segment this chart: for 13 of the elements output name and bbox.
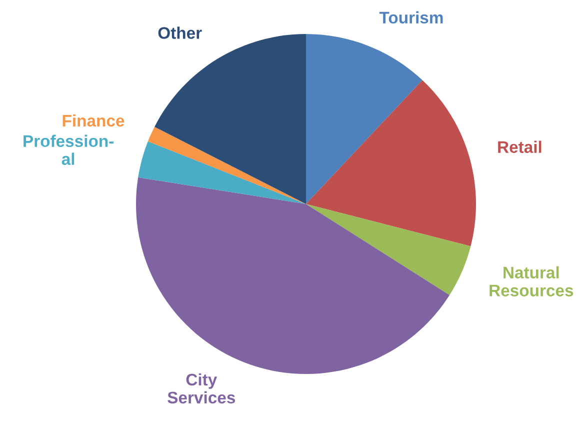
slice-label: Retail xyxy=(498,140,542,153)
slice-label: Natural Resources xyxy=(490,266,574,296)
slice-label: Profession- al xyxy=(24,134,114,165)
slice-label: City Services xyxy=(168,373,236,404)
slice-label: Finance xyxy=(62,114,124,127)
pie-slice xyxy=(306,80,476,246)
pie-slice xyxy=(138,141,306,204)
pie-slice xyxy=(148,126,306,204)
pie-slice xyxy=(306,34,422,204)
pie-slice xyxy=(136,177,450,374)
slice-label: Tourism xyxy=(379,11,443,24)
pie-slice xyxy=(306,204,471,296)
slice-label: Other xyxy=(158,26,202,39)
